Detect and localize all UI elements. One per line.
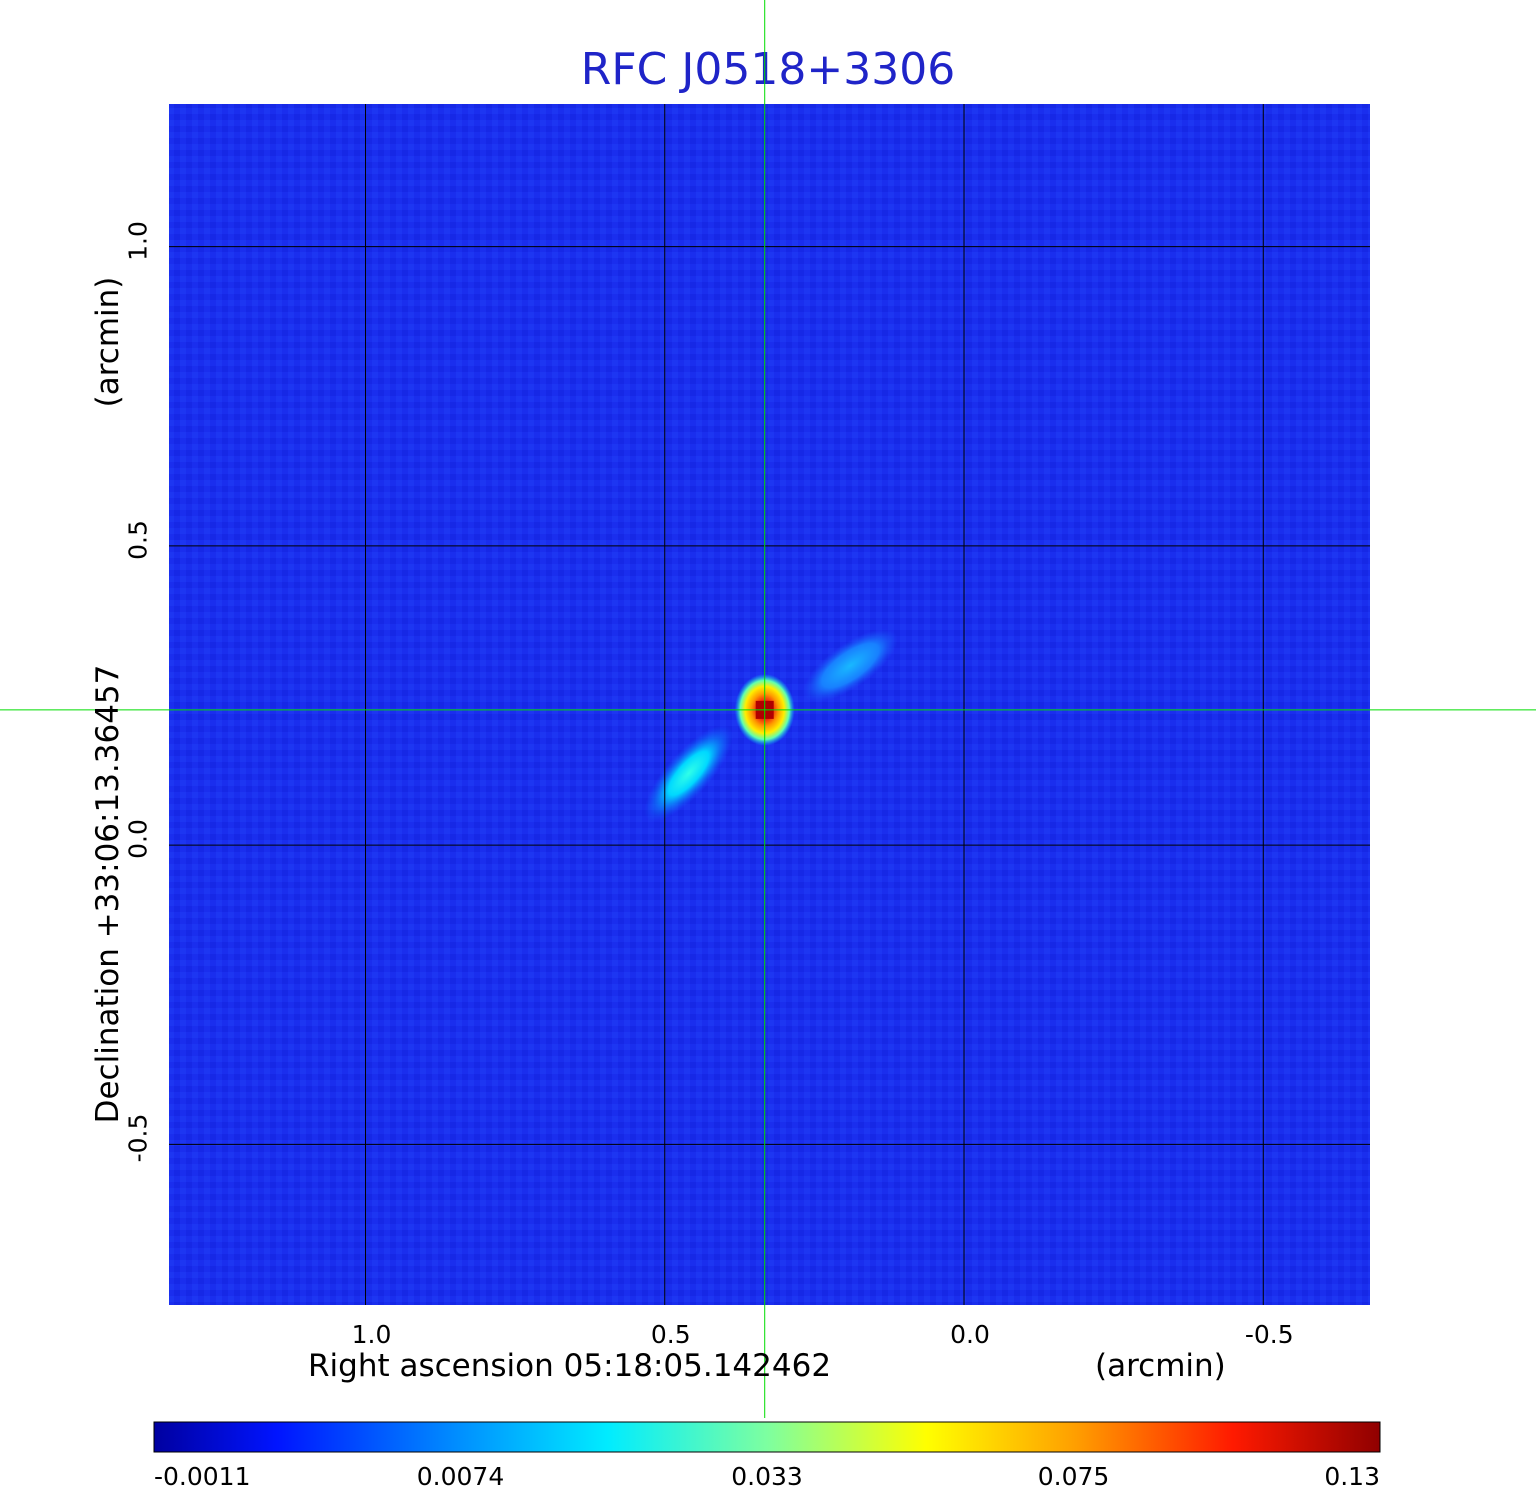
x-tick-label: 1.0 bbox=[351, 1320, 392, 1349]
y-tick-label: 1.0 bbox=[123, 220, 153, 261]
x-tick-label: 0.5 bbox=[650, 1320, 691, 1349]
colorbar-tick-label: 0.0074 bbox=[416, 1462, 505, 1491]
y-tick-label: 0.0 bbox=[123, 819, 153, 860]
jet-component-2 bbox=[802, 628, 898, 703]
plot-frame bbox=[167, 102, 1372, 1307]
colorbar-gradient bbox=[153, 1421, 1381, 1453]
colorbar-tick-label: 0.13 bbox=[1324, 1462, 1380, 1491]
colorbar-tick-label: 0.033 bbox=[731, 1462, 803, 1491]
colorbar-tick-label: -0.0011 bbox=[154, 1462, 251, 1491]
x-axis-label: Right ascension 05:18:05.142462 bbox=[308, 1348, 832, 1384]
x-axis-unit: (arcmin) bbox=[1095, 1348, 1226, 1384]
jet-component-1 bbox=[644, 724, 734, 822]
y-tick-label: 0.5 bbox=[123, 520, 153, 560]
chart-title: RFC J0518+3306 bbox=[580, 44, 956, 95]
y-axis-unit: (arcmin) bbox=[90, 276, 126, 408]
y-tick-label: -0.5 bbox=[123, 1114, 153, 1163]
x-tick-label: 0.0 bbox=[950, 1320, 990, 1349]
y-axis-label: Declination +33:06:13.36457 bbox=[90, 664, 126, 1124]
x-tick-label: -0.5 bbox=[1244, 1320, 1294, 1349]
colorbar-tick-label: 0.075 bbox=[1037, 1462, 1110, 1491]
